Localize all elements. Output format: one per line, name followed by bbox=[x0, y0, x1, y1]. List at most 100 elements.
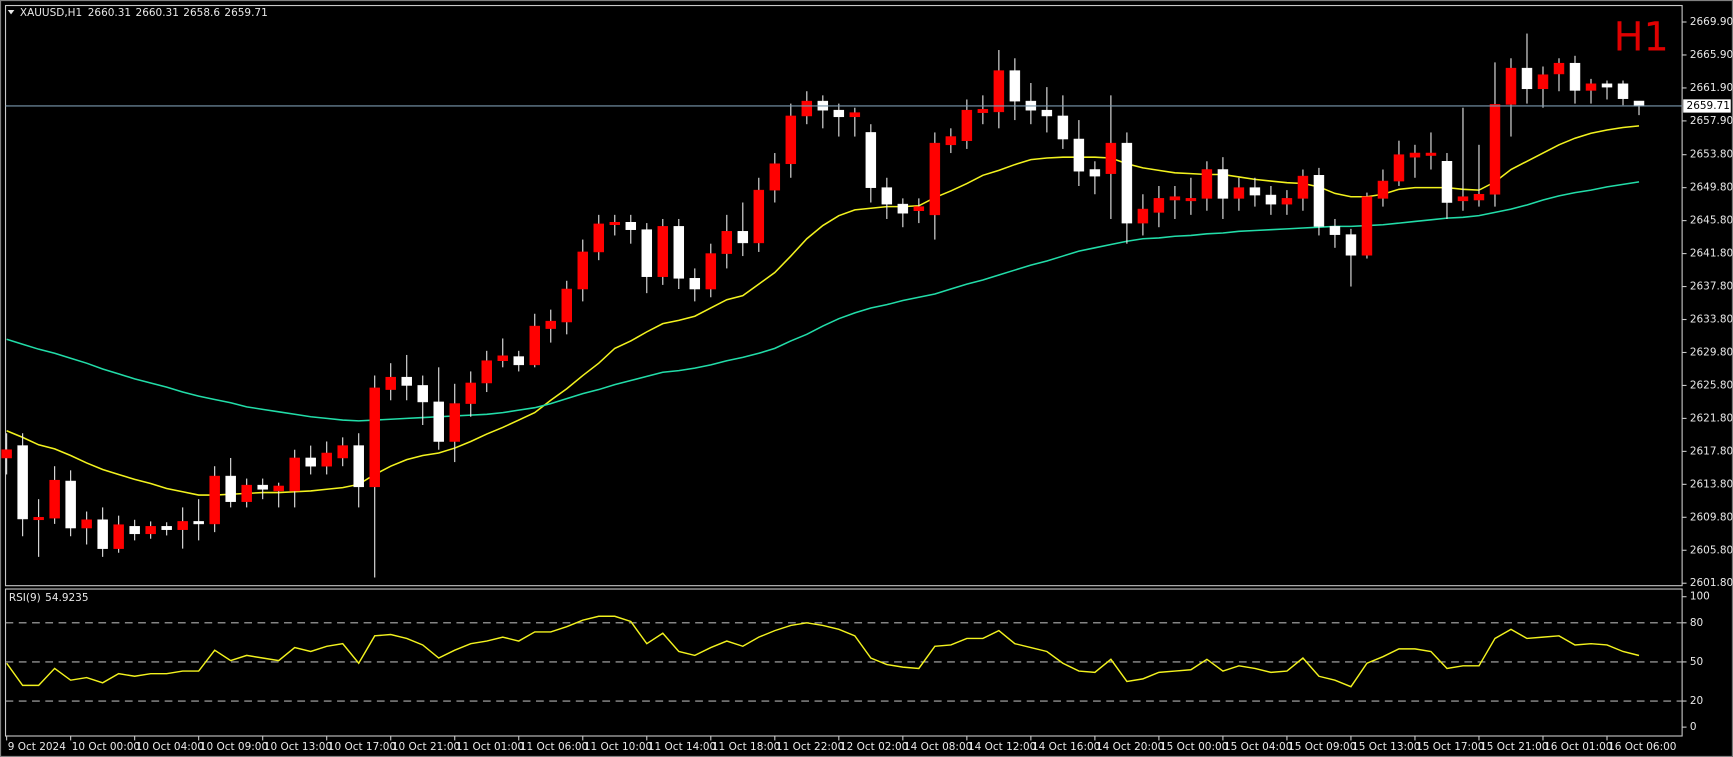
x-tick-label: 15 Oct 09:00 bbox=[1288, 741, 1356, 753]
candle-body bbox=[689, 278, 701, 290]
candle-body bbox=[1537, 74, 1549, 90]
candle-body bbox=[449, 403, 460, 442]
x-tick-label: 11 Oct 06:00 bbox=[520, 741, 588, 753]
candle-body bbox=[1393, 154, 1405, 182]
candle-body bbox=[1137, 208, 1149, 224]
rsi-frame bbox=[4, 588, 1683, 737]
candle-body bbox=[721, 231, 733, 254]
candle-body bbox=[209, 475, 220, 525]
symbol: XAUUSD,H1 bbox=[20, 7, 82, 19]
x-tick-label: 14 Oct 08:00 bbox=[904, 741, 972, 753]
main-frame bbox=[4, 4, 1683, 587]
x-tick-label: 11 Oct 14:00 bbox=[648, 741, 716, 753]
y-tick-label: 2637.80 bbox=[1690, 281, 1733, 293]
candle-body bbox=[353, 445, 364, 488]
rsi-tick-label: 0 bbox=[1690, 721, 1697, 733]
candle-body bbox=[1201, 169, 1213, 199]
candle-body bbox=[593, 223, 605, 253]
y-tick-label: 2665.90 bbox=[1690, 49, 1733, 61]
candle-body bbox=[961, 109, 973, 141]
candle-body bbox=[913, 206, 925, 212]
candle-body bbox=[1057, 115, 1069, 140]
candle-body bbox=[321, 452, 332, 467]
candle-body bbox=[289, 457, 300, 492]
candle-body bbox=[177, 521, 188, 530]
candle-body bbox=[801, 100, 813, 117]
candle-body bbox=[1377, 180, 1389, 199]
close-value: 2659.71 bbox=[224, 7, 267, 19]
candle-body bbox=[705, 253, 717, 290]
candle-body bbox=[81, 519, 92, 529]
candle-body bbox=[497, 355, 508, 361]
y-tick-label: 2641.80 bbox=[1690, 248, 1733, 260]
x-tick-label: 11 Oct 18:00 bbox=[712, 741, 780, 753]
y-tick-label: 2657.90 bbox=[1690, 115, 1733, 127]
candle-body bbox=[241, 484, 252, 502]
x-tick-label: 14 Oct 16:00 bbox=[1032, 741, 1100, 753]
candle-body bbox=[1217, 169, 1229, 199]
x-tick-label: 15 Oct 21:00 bbox=[1480, 741, 1548, 753]
y-tick-label: 2645.80 bbox=[1690, 215, 1733, 227]
candle-body bbox=[17, 445, 28, 520]
candle-body bbox=[1041, 109, 1053, 117]
candle-body bbox=[1409, 152, 1421, 158]
candle-body bbox=[673, 226, 685, 279]
candle-body bbox=[65, 480, 76, 529]
candle-body bbox=[1121, 142, 1133, 224]
y-tick-label: 2613.80 bbox=[1690, 478, 1733, 490]
candle-body bbox=[1297, 175, 1309, 199]
candle-body bbox=[433, 401, 444, 442]
candle-body bbox=[1281, 198, 1293, 205]
candle-body bbox=[1313, 175, 1325, 227]
x-tick-label: 16 Oct 06:00 bbox=[1608, 741, 1676, 753]
candle-body bbox=[1489, 104, 1501, 195]
candle-body bbox=[1089, 169, 1101, 177]
rsi-tick-label: 100 bbox=[1690, 591, 1710, 603]
rsi-header: RSI(9) 54.9235 bbox=[9, 592, 89, 604]
candle-body bbox=[1, 449, 12, 459]
candle-body bbox=[977, 109, 989, 113]
y-tick-label: 2629.80 bbox=[1690, 346, 1733, 358]
y-tick-label: 2621.80 bbox=[1690, 412, 1733, 424]
candle-body bbox=[49, 479, 60, 519]
rsi-tick-label: 20 bbox=[1690, 695, 1703, 707]
candle-body bbox=[1569, 62, 1581, 91]
candle-body bbox=[33, 517, 44, 521]
candle-body bbox=[305, 457, 316, 467]
candle-body bbox=[737, 231, 749, 244]
candle-body bbox=[609, 221, 621, 226]
candle-body bbox=[401, 376, 412, 386]
rsi-value: 54.9235 bbox=[45, 592, 88, 604]
rsi-name: RSI(9) bbox=[9, 592, 41, 604]
candle-body bbox=[145, 526, 156, 535]
x-tick-label: 10 Oct 00:00 bbox=[72, 741, 140, 753]
candle-body bbox=[1617, 83, 1629, 99]
x-tick-label: 10 Oct 04:00 bbox=[136, 741, 204, 753]
x-tick-label: 11 Oct 22:00 bbox=[776, 741, 844, 753]
menu-arrow[interactable] bbox=[7, 9, 15, 15]
x-tick-label: 15 Oct 13:00 bbox=[1352, 741, 1420, 753]
candle-body bbox=[1473, 193, 1485, 201]
candle-body bbox=[1457, 196, 1469, 202]
y-tick-label: 2601.80 bbox=[1690, 577, 1733, 589]
candle-body bbox=[1009, 70, 1021, 102]
candle-body bbox=[769, 163, 781, 191]
x-tick-label: 10 Oct 13:00 bbox=[264, 741, 332, 753]
candle-body bbox=[881, 187, 893, 205]
high-value: 2660.31 bbox=[136, 7, 179, 19]
x-tick-label: 11 Oct 01:00 bbox=[456, 741, 524, 753]
candle-body bbox=[225, 475, 236, 502]
candle-body bbox=[1633, 100, 1645, 107]
candle-body bbox=[657, 226, 669, 277]
candle-body bbox=[545, 320, 556, 329]
x-tick-label: 15 Oct 17:00 bbox=[1416, 741, 1484, 753]
candle-body bbox=[1185, 198, 1197, 202]
candle-body bbox=[1169, 196, 1181, 201]
indicator-line bbox=[6, 615, 1640, 688]
candle-body bbox=[465, 382, 476, 404]
candle-body bbox=[1073, 138, 1085, 172]
low-value: 2658.6 bbox=[183, 7, 220, 19]
candle-body bbox=[129, 526, 140, 535]
